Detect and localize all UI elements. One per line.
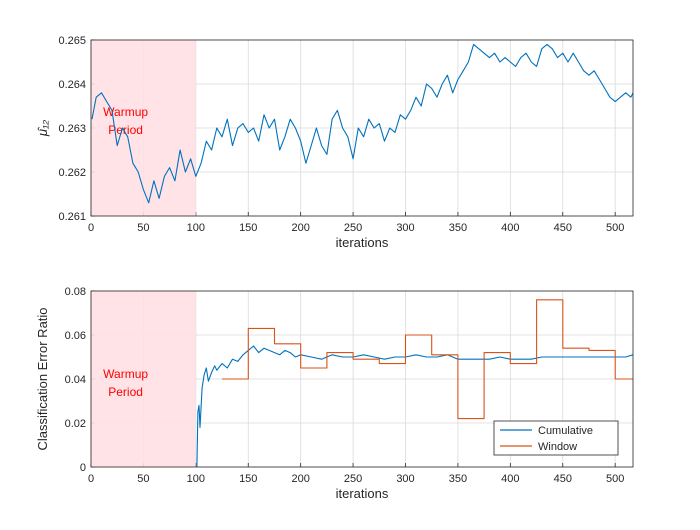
bottom-x-tick-label: 100	[187, 473, 205, 485]
top-x-tick-label: 450	[554, 222, 572, 234]
top-y-tick-labels: 0.261 0.262 0.263 0.264 0.265	[58, 35, 86, 223]
bottom-x-tick-label: 250	[344, 473, 362, 485]
bottom-x-tick-label: 500	[606, 473, 624, 485]
bottom-x-tick-labels: 0 50 100 150 200 250 300 350 400 450 500	[88, 473, 624, 485]
top-y-tick-label: 0.261	[58, 211, 86, 223]
bottom-series-line-window	[222, 299, 633, 420]
bottom-x-tick-label: 300	[396, 473, 414, 485]
bottom-y-tick-label: 0.02	[65, 418, 86, 430]
bottom-y-tick-label: 0.04	[65, 374, 86, 386]
bottom-series-layer	[196, 299, 634, 468]
bottom-warmup-label-line2: Period	[108, 385, 143, 399]
bottom-x-tick-label: 350	[449, 473, 467, 485]
top-x-tick-label: 350	[449, 222, 467, 234]
bottom-y-axis-label: Classification Error Ratio	[35, 307, 50, 450]
bottom-x-tick-label: 150	[239, 473, 257, 485]
bottom-y-tick-label: 0.08	[65, 286, 86, 298]
top-y-tick-label: 0.262	[58, 167, 86, 179]
bottom-x-tick-label: 450	[554, 473, 572, 485]
top-x-axis-label: iterations	[336, 235, 389, 250]
top-series-line-series-0	[91, 43, 634, 204]
legend-label-cumulative: Cumulative	[538, 425, 593, 437]
bottom-chart: Warmup Period 0 50 100 150 200 250 300 350 400 45…	[35, 286, 634, 501]
top-y-axis-label: μ̂₁₂	[35, 120, 50, 137]
bottom-y-tick-label: 0.06	[65, 330, 86, 342]
top-warmup-region	[91, 40, 196, 216]
top-y-tick-label: 0.264	[58, 79, 86, 91]
bottom-warmup-label-line1: Warmup	[103, 367, 148, 381]
top-x-tick-label: 0	[88, 222, 94, 234]
top-x-tick-label: 100	[187, 222, 205, 234]
top-warmup-label-line1: Warmup	[103, 105, 148, 119]
legend: Cumulative Window	[493, 420, 619, 456]
top-chart: Warmup Period 0 50 100 150 200 250 300 350 400 45…	[35, 35, 634, 250]
top-x-tick-label: 200	[291, 222, 309, 234]
bottom-x-tick-label: 0	[88, 473, 94, 485]
bottom-x-tick-label: 50	[137, 473, 149, 485]
top-y-tick-label: 0.265	[58, 35, 86, 47]
top-x-tick-label: 500	[606, 222, 624, 234]
bottom-series-line-cumulative	[196, 345, 634, 468]
legend-box	[493, 420, 619, 456]
top-x-tick-label: 300	[396, 222, 414, 234]
top-series-layer	[91, 43, 634, 204]
top-x-tick-label: 150	[239, 222, 257, 234]
top-x-tick-labels: 0 50 100 150 200 250 300 350 400 450 500	[88, 222, 624, 234]
bottom-x-tick-label: 200	[291, 473, 309, 485]
top-warmup-annotation: Warmup Period	[103, 105, 148, 137]
top-x-tick-label: 50	[137, 222, 149, 234]
bottom-x-axis-label: iterations	[336, 486, 389, 501]
bottom-y-tick-labels: 0 0.02 0.04 0.06 0.08	[65, 286, 86, 474]
bottom-warmup-region	[91, 291, 196, 467]
bottom-warmup-annotation: Warmup Period	[103, 367, 148, 399]
legend-label-window: Window	[538, 441, 577, 453]
bottom-x-tick-label: 400	[501, 473, 519, 485]
bottom-axes-box	[90, 290, 634, 468]
top-axes-box	[90, 39, 634, 217]
top-x-tick-label: 250	[344, 222, 362, 234]
top-x-tick-label: 400	[501, 222, 519, 234]
bottom-y-tick-label: 0	[80, 462, 86, 474]
top-warmup-label-line2: Period	[108, 123, 143, 137]
top-y-tick-label: 0.263	[58, 123, 86, 135]
